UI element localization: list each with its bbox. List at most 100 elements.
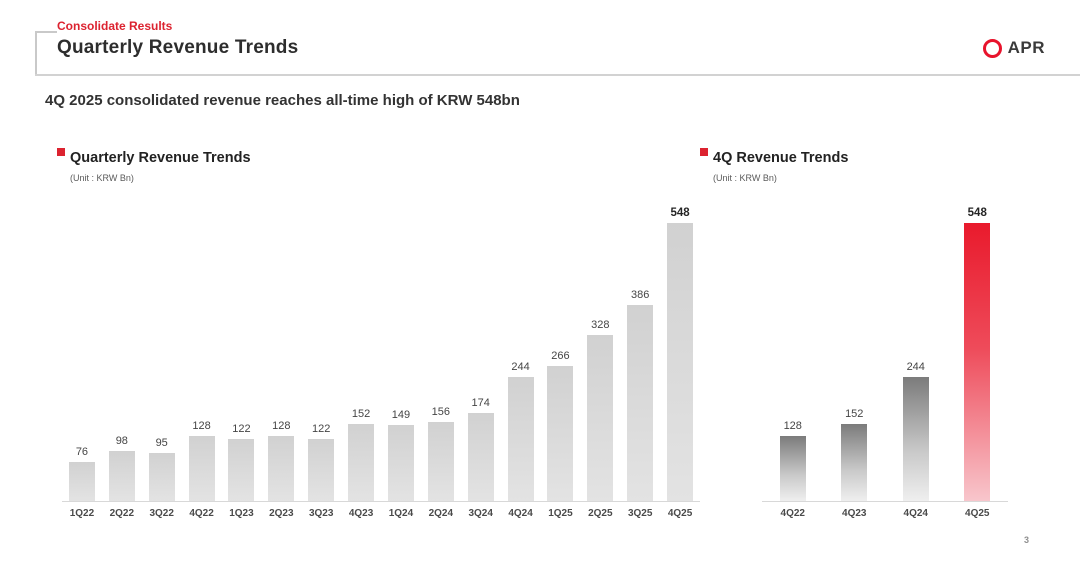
bar-category-label: 1Q25 [548, 508, 573, 519]
bar [964, 223, 991, 501]
bar-category-label: 4Q25 [965, 508, 990, 519]
bar [467, 413, 494, 501]
header-bracket-line [35, 31, 57, 76]
bar [188, 436, 215, 501]
bar-value-label: 548 [670, 207, 690, 219]
fourth-quarter-revenue-bar-chart: 128 152 244 548 4Q22 4Q23 4Q24 4Q25 [762, 202, 1008, 519]
bar-group: 266 [541, 350, 581, 501]
bar-value-label: 266 [551, 350, 570, 362]
unit-label: (Unit : KRW Bn) [70, 173, 134, 183]
bar [507, 377, 534, 501]
bar-category-label: 3Q23 [308, 508, 334, 519]
bar-category-label: 2Q25 [588, 508, 613, 519]
bar-group: 122 [222, 423, 262, 501]
bar-value-label: 122 [232, 423, 251, 435]
logo-circle-icon [982, 38, 1002, 58]
section-eyebrow: Consolidate Results [57, 19, 173, 33]
quarterly-revenue-bar-chart: 76 98 95 128 122 128 122 152 149 156 174 244 266 328 3… [62, 202, 700, 519]
x-axis: 1Q22 2Q22 3Q22 4Q22 1Q23 2Q23 3Q23 4Q23 1Q24 2Q24… [62, 508, 700, 519]
bar-value-label: 328 [591, 319, 610, 331]
bar-group: 244 [885, 361, 947, 501]
chart-title: Quarterly Revenue Trends [70, 150, 251, 166]
bar [547, 366, 574, 501]
section-bullet-icon [700, 148, 708, 156]
bar-value-label: 244 [906, 361, 925, 373]
bar [779, 436, 806, 501]
bar-category-label: 4Q25 [667, 508, 693, 519]
bar [841, 424, 868, 501]
bar-value-label: 152 [351, 408, 371, 420]
unit-label: (Unit : KRW Bn) [713, 173, 777, 183]
bar-group: 128 [261, 420, 301, 501]
bar-category-label: 3Q24 [468, 508, 493, 519]
bar-category-label: 4Q23 [348, 508, 374, 519]
bar [387, 425, 414, 501]
bar-value-label: 152 [845, 408, 864, 420]
x-axis: 4Q22 4Q23 4Q24 4Q25 [762, 508, 1008, 519]
bar-group: 174 [461, 397, 501, 501]
bar [902, 377, 929, 501]
bar-group: 386 [620, 289, 660, 501]
bar-value-label: 76 [75, 446, 89, 458]
bar-category-label: 1Q22 [69, 508, 95, 519]
page-title: Quarterly Revenue Trends [57, 37, 299, 58]
bar-group: 152 [824, 408, 886, 501]
bar-group: 76 [62, 446, 102, 501]
bar-category-label: 4Q24 [903, 508, 928, 519]
bar-group: 122 [301, 423, 341, 501]
bar-value-label: 122 [312, 423, 331, 435]
plot-area: 128 152 244 548 [762, 202, 1008, 502]
bar-category-label: 1Q23 [229, 508, 254, 519]
chart-title: 4Q Revenue Trends [713, 150, 849, 166]
header-divider [35, 74, 1080, 76]
bar [308, 439, 335, 501]
bar-group: 244 [501, 361, 541, 501]
bar [348, 424, 375, 501]
bar-group: 149 [381, 409, 421, 501]
bar-group: 95 [142, 437, 182, 501]
bar [228, 439, 255, 501]
bar-value-label: 244 [511, 361, 530, 373]
plot-area: 76 98 95 128 122 128 122 152 149 156 174 244 266 328 3… [62, 202, 700, 502]
bar [108, 451, 135, 501]
bar-value-label: 128 [272, 420, 291, 432]
bar-group: 548 [947, 207, 1009, 501]
bar-category-label: 4Q22 [189, 508, 214, 519]
bar-category-label: 3Q22 [149, 508, 174, 519]
bar-category-label: 4Q23 [842, 508, 867, 519]
apr-logo: APR [982, 38, 1045, 58]
bar-group: 548 [660, 207, 700, 501]
bar-category-label: 3Q25 [627, 508, 653, 519]
bar-group: 128 [182, 420, 222, 501]
bar-category-label: 4Q22 [780, 508, 805, 519]
bar-group: 152 [341, 408, 381, 501]
section-bullet-icon [57, 148, 65, 156]
bar [667, 223, 694, 501]
bar-value-label: 156 [431, 406, 450, 418]
bar-value-label: 128 [192, 420, 211, 432]
bar-value-label: 386 [631, 289, 650, 301]
bar-value-label: 548 [967, 207, 987, 219]
bar-value-label: 128 [783, 420, 802, 432]
bar-category-label: 2Q22 [109, 508, 135, 519]
bar-value-label: 174 [471, 397, 490, 409]
right-chart-header: 4Q Revenue Trends (Unit : KRW Bn) [700, 148, 849, 183]
bar [627, 305, 654, 501]
bar-group: 98 [102, 435, 142, 501]
bar-value-label: 98 [115, 435, 128, 447]
bar-group: 128 [762, 420, 824, 501]
bar [268, 436, 295, 501]
bar-group: 156 [421, 406, 461, 501]
bar-category-label: 2Q23 [269, 508, 294, 519]
bar-category-label: 2Q24 [428, 508, 454, 519]
bar-value-label: 149 [391, 409, 411, 421]
key-message: 4Q 2025 consolidated revenue reaches all… [45, 92, 520, 109]
bar [427, 422, 454, 501]
left-chart-header: Quarterly Revenue Trends (Unit : KRW Bn) [57, 148, 251, 183]
bar-group: 328 [580, 319, 620, 501]
bar [148, 453, 175, 501]
bar-category-label: 4Q24 [508, 508, 533, 519]
bar-category-label: 1Q24 [388, 508, 414, 519]
bar-value-label: 95 [155, 437, 168, 449]
